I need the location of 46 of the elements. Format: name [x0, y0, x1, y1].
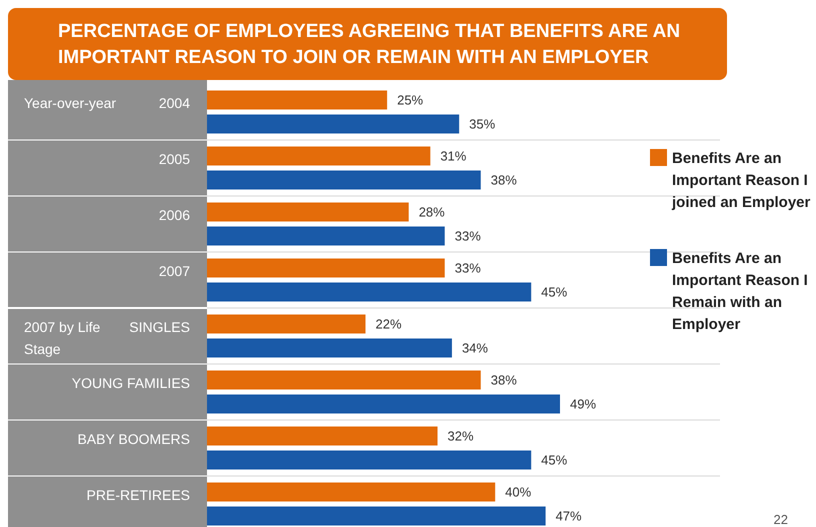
- y-tick-label: BABY BOOMERS: [77, 431, 190, 447]
- data-label: 47%: [556, 508, 582, 524]
- bar: [207, 170, 481, 190]
- data-label: 45%: [541, 284, 568, 300]
- bar: [207, 450, 532, 470]
- text: 22: [774, 512, 788, 527]
- data-label: 49%: [570, 396, 596, 412]
- data-label: 31%: [440, 148, 467, 164]
- bar: [207, 370, 481, 390]
- data-label: 40%: [505, 484, 532, 500]
- y-tick-label: SINGLES: [129, 319, 190, 335]
- bar: [207, 394, 560, 414]
- data-label: 35%: [469, 116, 496, 132]
- bar: [207, 338, 452, 358]
- legend-label: Benefits Are an Important Reason I joined an Employer: [671, 150, 811, 211]
- y-tick-label: 2005: [158, 151, 190, 167]
- data-label: 38%: [490, 372, 518, 388]
- bar: [207, 90, 388, 110]
- data-label: 32%: [448, 428, 474, 444]
- data-label: 33%: [454, 260, 482, 276]
- data-label: 45%: [541, 452, 568, 468]
- bar: [207, 258, 445, 278]
- data-label: 34%: [462, 340, 488, 356]
- bar: [207, 426, 438, 446]
- data-label: 38%: [490, 172, 518, 188]
- bar: [207, 282, 532, 302]
- chart-title: PERCENTAGE OF EMPLOYEES AGREEING THAT BENEFITS ARE AN IMPORTANT REASON TO JOIN OR REMAIN WITH AN EMPLOYER: [58, 21, 680, 68]
- data-label: 25%: [397, 92, 424, 108]
- bar: [207, 314, 366, 334]
- bar: [207, 482, 496, 502]
- y-tick-label: 2007: [158, 263, 190, 279]
- text: 2007 by Life Stage: [24, 319, 100, 357]
- bar: [207, 114, 460, 134]
- bar: [207, 226, 445, 246]
- text: Year-over-year: [24, 95, 116, 111]
- y-tick-label: PRE-RETIREES: [86, 487, 190, 503]
- legend-label: Benefits Are an Important Reason I Remain with an Employer: [672, 250, 808, 333]
- data-label: 28%: [418, 204, 446, 220]
- y-tick-label: 2006: [158, 207, 190, 223]
- data-label: 33%: [454, 228, 482, 244]
- y-tick-label: 2004: [158, 95, 190, 111]
- bar: [207, 202, 409, 222]
- data-label: 22%: [375, 316, 402, 332]
- y-tick-label: YOUNG FAMILIES: [72, 375, 190, 391]
- bar: [207, 506, 546, 526]
- bar: [207, 146, 430, 166]
